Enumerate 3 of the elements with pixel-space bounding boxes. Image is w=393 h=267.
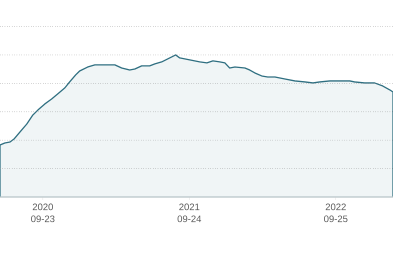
x-tick-label: 2020 09-23	[31, 204, 54, 222]
x-tick-label: 2022 09-25	[324, 204, 348, 222]
x-tick-label: 2021 09-24	[178, 204, 202, 222]
